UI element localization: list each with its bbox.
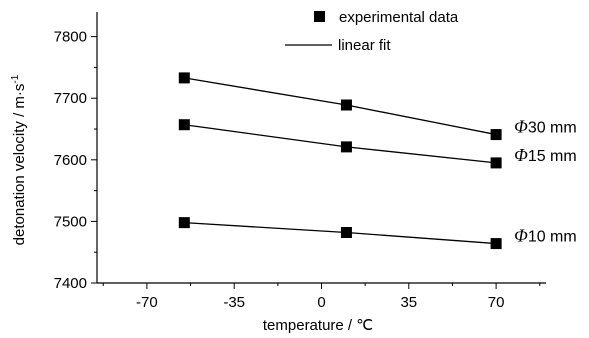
y-axis-title: detonation velocity / m·s-1 — [10, 74, 28, 245]
series-label-0: Φ30 mm — [514, 117, 577, 137]
fit-line-series-1 — [184, 124, 497, 164]
y-axis-ticks: 7400 7500 7600 7700 7800 — [54, 29, 97, 292]
y-tick-label: 7700 — [54, 90, 87, 107]
x-tick-label: -70 — [136, 294, 158, 311]
data-point-series-0 — [340, 99, 352, 111]
x-tick-label: 70 — [488, 294, 505, 311]
y-axis-title-superscript: -1 — [10, 74, 21, 83]
x-axis-ticks: -70 -35 0 35 70 — [102, 283, 541, 311]
x-tick-label: 0 — [317, 294, 325, 311]
data-point-series-1 — [490, 157, 502, 169]
legend-experimental-label: experimental data — [339, 9, 459, 26]
y-tick-label: 7800 — [54, 29, 87, 46]
phi-symbol: Φ — [514, 117, 528, 137]
linear-fit-lines — [184, 77, 497, 245]
legend: experimental data linear fit — [285, 9, 459, 54]
data-point-series-1 — [178, 119, 190, 131]
phi-symbol: Φ — [514, 145, 528, 165]
data-markers — [178, 72, 502, 250]
data-point-series-0 — [178, 72, 190, 84]
series-label-2: Φ10 mm — [514, 226, 577, 246]
y-tick-label: 7500 — [54, 213, 87, 230]
series-name: 10 mm — [528, 229, 577, 246]
phi-symbol: Φ — [514, 226, 528, 246]
fit-line-series-2 — [184, 221, 497, 245]
data-point-series-0 — [490, 129, 502, 141]
x-tick-label: 35 — [400, 294, 417, 311]
x-tick-label: -35 — [223, 294, 245, 311]
legend-marker-square — [314, 11, 325, 22]
y-tick-label: 7400 — [54, 275, 87, 292]
data-point-series-2 — [490, 238, 502, 250]
data-point-series-1 — [340, 141, 352, 153]
legend-linear-fit-label: linear fit — [338, 37, 391, 54]
y-tick-label: 7600 — [54, 152, 87, 169]
data-point-series-2 — [178, 217, 190, 229]
fit-line-series-0 — [184, 77, 497, 136]
y-axis-title-main: detonation velocity / m·s — [11, 84, 28, 246]
x-axis-title: temperature / ℃ — [263, 317, 373, 334]
series-name: 30 mm — [528, 120, 577, 137]
data-point-series-2 — [340, 226, 352, 238]
series-label-1: Φ15 mm — [514, 145, 577, 165]
series-name: 15 mm — [528, 148, 577, 165]
